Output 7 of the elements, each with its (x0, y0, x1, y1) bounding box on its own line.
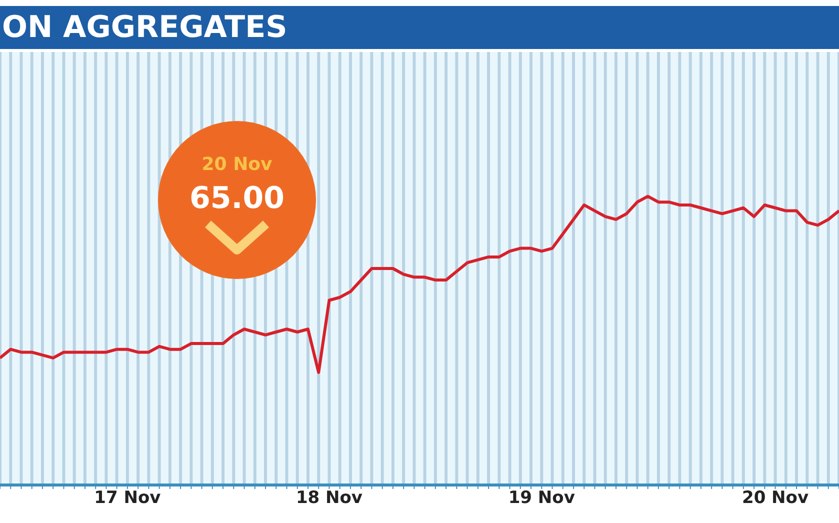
annotation: 65.00 (190, 181, 284, 216)
chart-title: ON AGGREGATES (0, 6, 839, 49)
x-tick-label: 17 Nov (94, 488, 161, 508)
x-tick-label: 18 Nov (296, 488, 363, 508)
x-tick-label: 20 Nov (742, 488, 809, 508)
text: 20 Nov (202, 154, 273, 175)
x-tick-label: 19 Nov (508, 488, 575, 508)
